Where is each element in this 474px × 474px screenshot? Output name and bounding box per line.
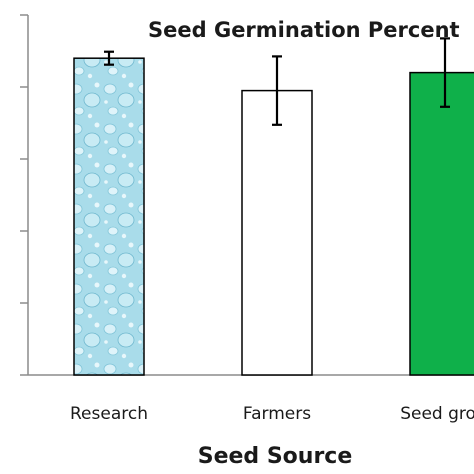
x-tick-label-1: Research: [70, 404, 148, 424]
bar-2: [241, 89, 313, 376]
x-tick-labels: Research Farmers Seed grow: [70, 404, 474, 424]
chart-title: Seed Germination Percent: [148, 18, 460, 42]
bars: [73, 37, 474, 376]
x-axis-title: Seed Source: [198, 444, 353, 469]
x-tick-label-2: Farmers: [243, 404, 311, 424]
x-tick-label-3: Seed grow: [400, 404, 474, 424]
bar-1: [73, 57, 145, 376]
bar-3: [409, 71, 474, 376]
